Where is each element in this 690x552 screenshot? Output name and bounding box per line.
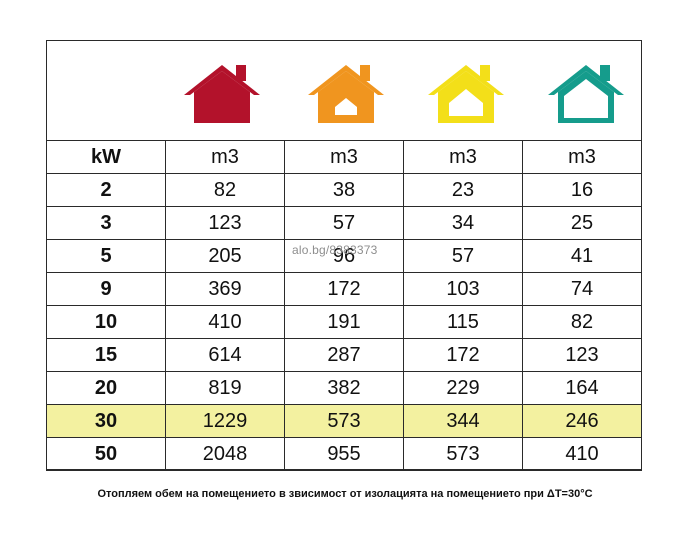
header-kw: kW [46, 140, 166, 174]
cell-volume: 1229 [165, 404, 285, 438]
table-row: 3 123 57 34 25 [46, 206, 642, 240]
cell-volume: 573 [403, 437, 523, 471]
house-orange-icon [308, 65, 384, 123]
cell-volume: 25 [522, 206, 642, 240]
heating-volume-table-card: kW m3 m3 m3 m3 2 82 38 23 16 3 123 57 34 25 5 205 96 57 41… [46, 40, 642, 471]
table-header-row: kW m3 m3 m3 m3 [46, 140, 642, 174]
table-row: 30 1229 573 344 246 [46, 404, 642, 438]
table-row: 5 205 96 57 41 [46, 239, 642, 273]
cell-volume: 74 [522, 272, 642, 306]
cell-volume: 246 [522, 404, 642, 438]
header-m3: m3 [403, 140, 523, 174]
cell-kw: 3 [46, 206, 166, 240]
house-yellow-icon [428, 65, 504, 123]
cell-volume: 172 [403, 338, 523, 372]
insulation-icons-row [47, 41, 641, 141]
cell-volume: 573 [284, 404, 404, 438]
cell-volume: 410 [522, 437, 642, 471]
cell-volume: 191 [284, 305, 404, 339]
cell-volume: 16 [522, 173, 642, 207]
cell-volume: 410 [165, 305, 285, 339]
cell-volume: 103 [403, 272, 523, 306]
cell-volume: 34 [403, 206, 523, 240]
cell-kw: 15 [46, 338, 166, 372]
header-m3: m3 [165, 140, 285, 174]
cell-volume: 369 [165, 272, 285, 306]
cell-volume: 38 [284, 173, 404, 207]
cell-volume: 955 [284, 437, 404, 471]
cell-volume: 115 [403, 305, 523, 339]
cell-volume: 229 [403, 371, 523, 405]
table-row: 10 410 191 115 82 [46, 305, 642, 339]
table-row: 9 369 172 103 74 [46, 272, 642, 306]
cell-volume: 287 [284, 338, 404, 372]
table-body: 2 82 38 23 16 3 123 57 34 25 5 205 96 57 41 9 369 172 103 7… [46, 173, 642, 471]
cell-volume: 819 [165, 371, 285, 405]
table-row: 20 819 382 229 164 [46, 371, 642, 405]
house-red-icon [184, 65, 260, 123]
header-m3: m3 [284, 140, 404, 174]
cell-volume: 41 [522, 239, 642, 273]
watermark-text: alo.bg/8383373 [292, 243, 378, 257]
table-row: 50 2048 955 573 410 [46, 437, 642, 471]
cell-volume: 382 [284, 371, 404, 405]
cell-kw: 5 [46, 239, 166, 273]
table-caption: Отопляем обем на помещението в звисимост… [97, 488, 593, 500]
cell-kw: 2 [46, 173, 166, 207]
cell-volume: 2048 [165, 437, 285, 471]
cell-kw: 10 [46, 305, 166, 339]
cell-volume: 164 [522, 371, 642, 405]
cell-kw: 30 [46, 404, 166, 438]
cell-volume: 123 [165, 206, 285, 240]
cell-kw: 20 [46, 371, 166, 405]
cell-volume: 82 [165, 173, 285, 207]
cell-volume: 82 [522, 305, 642, 339]
cell-volume: 344 [403, 404, 523, 438]
cell-volume: 614 [165, 338, 285, 372]
cell-volume: 23 [403, 173, 523, 207]
table-row: 2 82 38 23 16 [46, 173, 642, 207]
cell-volume: 205 [165, 239, 285, 273]
house-teal-icon [548, 65, 624, 123]
cell-volume: 123 [522, 338, 642, 372]
header-m3: m3 [522, 140, 642, 174]
heating-volume-table: kW m3 m3 m3 m3 2 82 38 23 16 3 123 57 34 25 5 205 96 57 41… [46, 140, 642, 471]
table-row: 15 614 287 172 123 [46, 338, 642, 372]
cell-volume: 57 [403, 239, 523, 273]
cell-kw: 9 [46, 272, 166, 306]
cell-kw: 50 [46, 437, 166, 471]
cell-volume: 57 [284, 206, 404, 240]
cell-volume: 172 [284, 272, 404, 306]
